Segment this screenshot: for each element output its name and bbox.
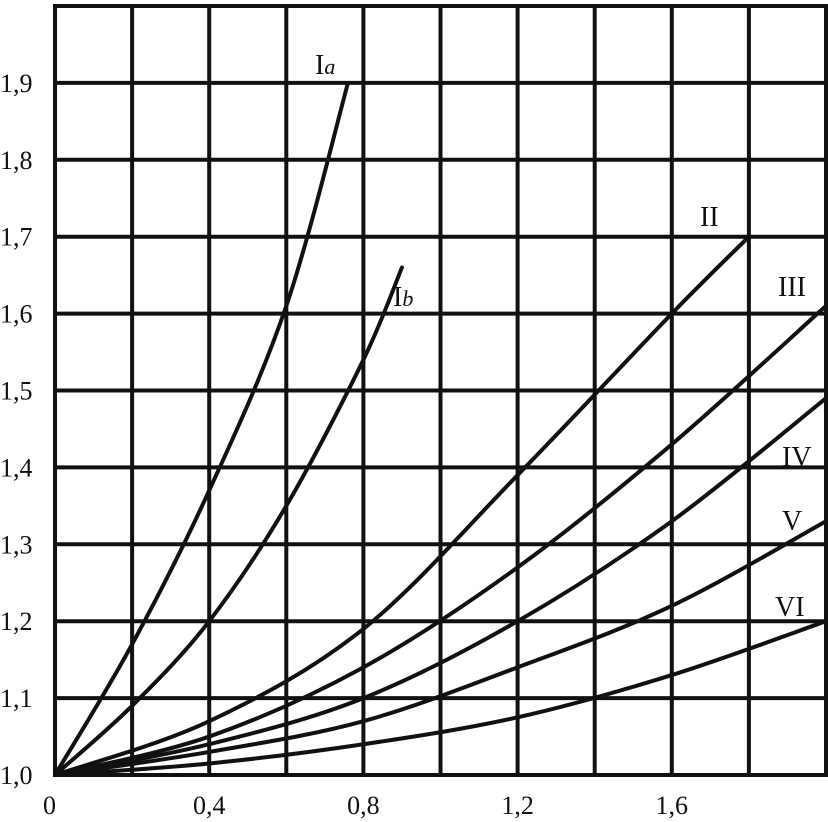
series-label-vi: VI [775,592,805,623]
x-tick-label: 0,8 [347,791,380,820]
y-tick-label: 1,4 [0,453,33,482]
series-label-v: V [782,506,802,537]
y-tick-labels: 1,0 1,1 1,2 1,3 1,4 1,5 1,6 1,7 1,8 1,9 [0,69,33,790]
x-tick-label: 1,6 [656,791,689,820]
series-label-ii: II [700,202,719,233]
plot-frame [53,4,828,777]
y-tick-label: 1,3 [0,530,33,559]
y-tick-label: 1,9 [0,69,33,98]
y-tick-label: 1,7 [0,223,33,252]
x-tick-label: 0 [43,791,56,820]
y-tick-label: 1,6 [0,300,33,329]
series-line-ib [53,265,404,777]
grid [53,4,828,777]
y-tick-label: 1,8 [0,146,33,175]
y-tick-label: 1,2 [0,607,33,636]
series-label-iii: III [778,272,806,303]
y-tick-label: 1,1 [0,684,33,713]
series-line-ia [53,80,350,777]
series-label-iv: IV [782,442,812,473]
x-tick-label: 1,2 [501,791,534,820]
series-line-v [53,519,828,777]
x-tick-labels: 0 0,4 0,8 1,2 1,6 [43,791,688,820]
series-label-ib: Ib [393,282,413,313]
series-line-iv [53,396,828,777]
x-tick-label: 0,4 [193,791,226,820]
y-tick-label: 1,5 [0,377,33,406]
series-group [53,80,828,777]
series-line-ii [53,234,751,777]
series-line-vi [53,619,828,777]
series-label-ia: Ia [315,50,335,81]
series-line-iii [53,303,828,777]
y-tick-label: 1,0 [0,761,33,790]
